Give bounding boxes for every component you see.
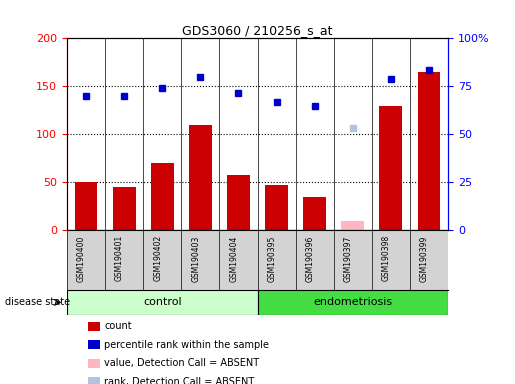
Bar (113, 187, 135, 230)
Text: GSM190401: GSM190401 (115, 235, 124, 281)
Text: rank, Detection Call = ABSENT: rank, Detection Call = ABSENT (104, 377, 254, 384)
Bar (303, 197, 326, 230)
Text: GSM190399: GSM190399 (420, 235, 429, 281)
Text: disease state: disease state (5, 297, 70, 308)
Text: control: control (143, 297, 182, 308)
Bar (380, 106, 402, 230)
Text: GSM190403: GSM190403 (192, 235, 200, 281)
Title: GDS3060 / 210256_s_at: GDS3060 / 210256_s_at (182, 24, 333, 37)
Text: GSM190396: GSM190396 (306, 235, 315, 281)
Bar (189, 125, 212, 230)
Text: value, Detection Call = ABSENT: value, Detection Call = ABSENT (104, 358, 259, 368)
Bar (151, 163, 174, 230)
Text: GSM190397: GSM190397 (344, 235, 353, 281)
Text: endometriosis: endometriosis (313, 297, 392, 308)
Bar (341, 221, 364, 230)
Text: percentile rank within the sample: percentile rank within the sample (104, 340, 269, 350)
Bar (265, 185, 288, 230)
Bar (75, 182, 97, 230)
Bar (418, 72, 440, 230)
Bar (227, 175, 250, 230)
Text: GSM190398: GSM190398 (382, 235, 391, 281)
Text: GSM190402: GSM190402 (153, 235, 162, 281)
Bar (67, 290, 258, 315)
Text: count: count (104, 321, 132, 331)
Text: GSM190400: GSM190400 (77, 235, 86, 281)
Bar (258, 290, 448, 315)
Text: GSM190404: GSM190404 (230, 235, 238, 281)
Text: GSM190395: GSM190395 (268, 235, 277, 281)
